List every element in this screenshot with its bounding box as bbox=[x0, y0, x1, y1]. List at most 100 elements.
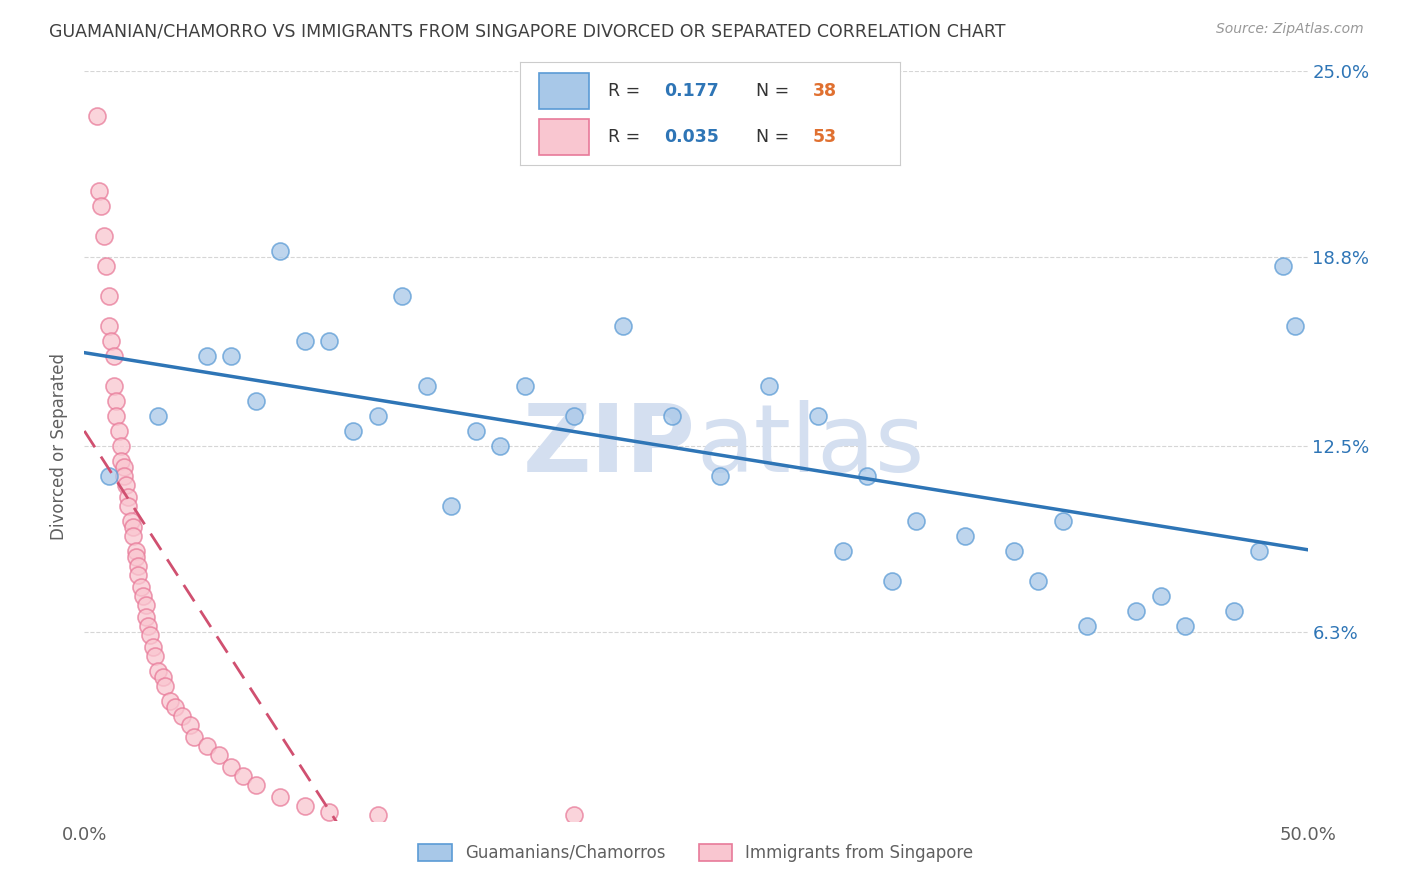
Text: N =: N = bbox=[755, 82, 794, 100]
Point bbox=[125, 544, 148, 558]
Point bbox=[1174, 619, 1197, 633]
Point bbox=[159, 694, 181, 708]
Point bbox=[219, 760, 242, 774]
Point bbox=[440, 499, 463, 513]
Point bbox=[100, 334, 122, 348]
Point bbox=[142, 640, 165, 654]
Point bbox=[120, 514, 142, 528]
Point bbox=[709, 469, 731, 483]
Point bbox=[219, 349, 242, 363]
Point bbox=[93, 229, 115, 244]
Point bbox=[122, 520, 145, 534]
Point bbox=[129, 580, 152, 594]
FancyBboxPatch shape bbox=[540, 119, 589, 155]
Point bbox=[132, 589, 155, 603]
Point bbox=[97, 319, 120, 334]
Point bbox=[245, 394, 267, 409]
Point bbox=[1284, 319, 1306, 334]
Point bbox=[513, 379, 536, 393]
Point bbox=[489, 439, 512, 453]
Text: R =: R = bbox=[607, 128, 645, 145]
Text: 0.177: 0.177 bbox=[665, 82, 720, 100]
Point bbox=[880, 574, 903, 588]
Point bbox=[105, 409, 128, 423]
Point bbox=[179, 717, 201, 731]
FancyBboxPatch shape bbox=[540, 73, 589, 109]
Point bbox=[562, 409, 585, 423]
Text: N =: N = bbox=[755, 128, 794, 145]
Point bbox=[135, 598, 157, 612]
Point bbox=[245, 778, 267, 792]
Point bbox=[143, 648, 166, 663]
Point bbox=[318, 805, 340, 819]
Point bbox=[953, 529, 976, 543]
Point bbox=[112, 460, 135, 475]
Text: 38: 38 bbox=[813, 82, 837, 100]
Point bbox=[342, 424, 364, 438]
Point bbox=[1150, 589, 1173, 603]
Point bbox=[127, 558, 149, 573]
Point bbox=[110, 454, 132, 468]
Point bbox=[1223, 604, 1246, 618]
Text: ZIP: ZIP bbox=[523, 400, 696, 492]
Point bbox=[416, 379, 439, 393]
Point bbox=[105, 394, 128, 409]
Point bbox=[1272, 259, 1295, 273]
Text: GUAMANIAN/CHAMORRO VS IMMIGRANTS FROM SINGAPORE DIVORCED OR SEPARATED CORRELATIO: GUAMANIAN/CHAMORRO VS IMMIGRANTS FROM SI… bbox=[49, 22, 1005, 40]
Point bbox=[117, 499, 139, 513]
Point bbox=[905, 514, 928, 528]
Point bbox=[269, 244, 291, 259]
Point bbox=[269, 789, 291, 804]
Point bbox=[97, 289, 120, 303]
Point bbox=[107, 424, 129, 438]
Y-axis label: Divorced or Separated: Divorced or Separated bbox=[51, 352, 69, 540]
Point bbox=[661, 409, 683, 423]
Point bbox=[294, 798, 316, 813]
Point bbox=[117, 490, 139, 504]
Point bbox=[318, 334, 340, 348]
Point bbox=[758, 379, 780, 393]
Point bbox=[294, 334, 316, 348]
Point bbox=[152, 670, 174, 684]
Point bbox=[562, 807, 585, 822]
Point bbox=[367, 409, 389, 423]
Point bbox=[86, 109, 108, 123]
Point bbox=[1002, 544, 1025, 558]
Text: 53: 53 bbox=[813, 128, 837, 145]
Text: R =: R = bbox=[607, 82, 645, 100]
Point bbox=[1076, 619, 1098, 633]
Point bbox=[1028, 574, 1050, 588]
Point bbox=[1247, 544, 1270, 558]
Text: 0.035: 0.035 bbox=[665, 128, 720, 145]
Point bbox=[612, 319, 634, 334]
Point bbox=[115, 478, 138, 492]
Point bbox=[1052, 514, 1074, 528]
Point bbox=[146, 664, 169, 678]
Point bbox=[139, 628, 162, 642]
Point bbox=[136, 619, 159, 633]
Point bbox=[831, 544, 853, 558]
Point bbox=[232, 769, 254, 783]
Point bbox=[163, 699, 186, 714]
Point bbox=[97, 469, 120, 483]
Point bbox=[195, 349, 218, 363]
Point bbox=[96, 259, 118, 273]
Text: Source: ZipAtlas.com: Source: ZipAtlas.com bbox=[1216, 22, 1364, 37]
Point bbox=[856, 469, 879, 483]
Point bbox=[125, 549, 148, 564]
Legend: Guamanians/Chamorros, Immigrants from Singapore: Guamanians/Chamorros, Immigrants from Si… bbox=[412, 837, 980, 869]
Point bbox=[127, 567, 149, 582]
Point bbox=[807, 409, 830, 423]
Point bbox=[367, 807, 389, 822]
Point bbox=[1125, 604, 1147, 618]
Text: atlas: atlas bbox=[696, 400, 924, 492]
Point bbox=[135, 610, 157, 624]
Point bbox=[103, 379, 125, 393]
Point bbox=[464, 424, 486, 438]
Point bbox=[103, 349, 125, 363]
Point bbox=[110, 439, 132, 453]
Point bbox=[153, 679, 176, 693]
Point bbox=[122, 529, 145, 543]
Point bbox=[87, 184, 110, 198]
Point bbox=[183, 730, 205, 744]
